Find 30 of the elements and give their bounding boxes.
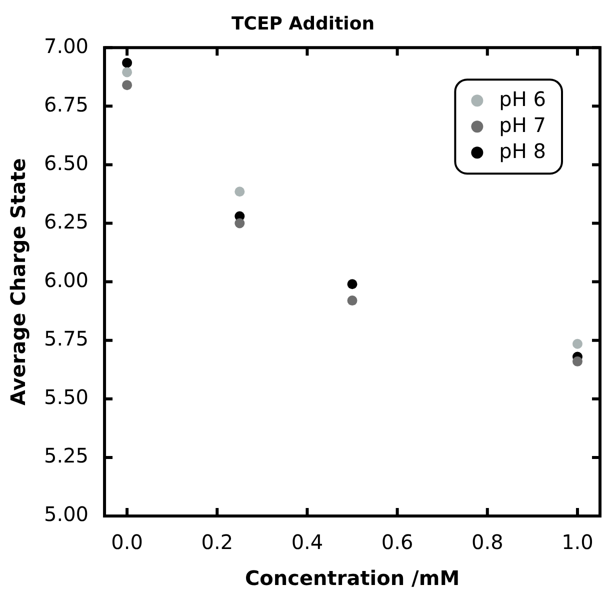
point	[122, 67, 132, 78]
point	[572, 338, 582, 349]
point	[572, 356, 582, 366]
y-tick-label: 7.00	[44, 34, 89, 58]
point	[347, 279, 358, 290]
point	[122, 58, 132, 68]
point	[234, 186, 245, 197]
legend-label: pH 7	[499, 112, 546, 137]
x-tick-label: 0.6	[381, 530, 414, 554]
legend-label: pH 8	[499, 138, 546, 163]
y-tick-label: 6.50	[44, 150, 89, 175]
x-axis-title: Concentration /mM	[244, 566, 460, 590]
y-tick-label: 6.25	[44, 209, 89, 234]
x-tick-label: 0.2	[201, 530, 234, 554]
y-tick-label: 5.00	[44, 502, 89, 526]
x-tick-label: 0.0	[111, 530, 143, 554]
y-tick-label: 5.25	[44, 444, 89, 468]
y-tick-label: 5.50	[44, 385, 89, 410]
y-axis-title: Average Charge State	[6, 158, 30, 406]
x-tick-label: 0.8	[471, 530, 504, 554]
y-tick-label: 6.75	[44, 92, 89, 116]
chart-title: TCEP Addition	[231, 13, 375, 34]
point	[122, 80, 132, 90]
legend-label: pH 6	[499, 86, 546, 111]
y-tick-label: 5.75	[44, 326, 89, 351]
point	[347, 296, 358, 306]
y-tick-label: 6.00	[44, 268, 89, 292]
point	[234, 218, 245, 228]
x-tick-label: 0.4	[291, 530, 324, 554]
x-tick-label: 1.0	[562, 530, 594, 554]
